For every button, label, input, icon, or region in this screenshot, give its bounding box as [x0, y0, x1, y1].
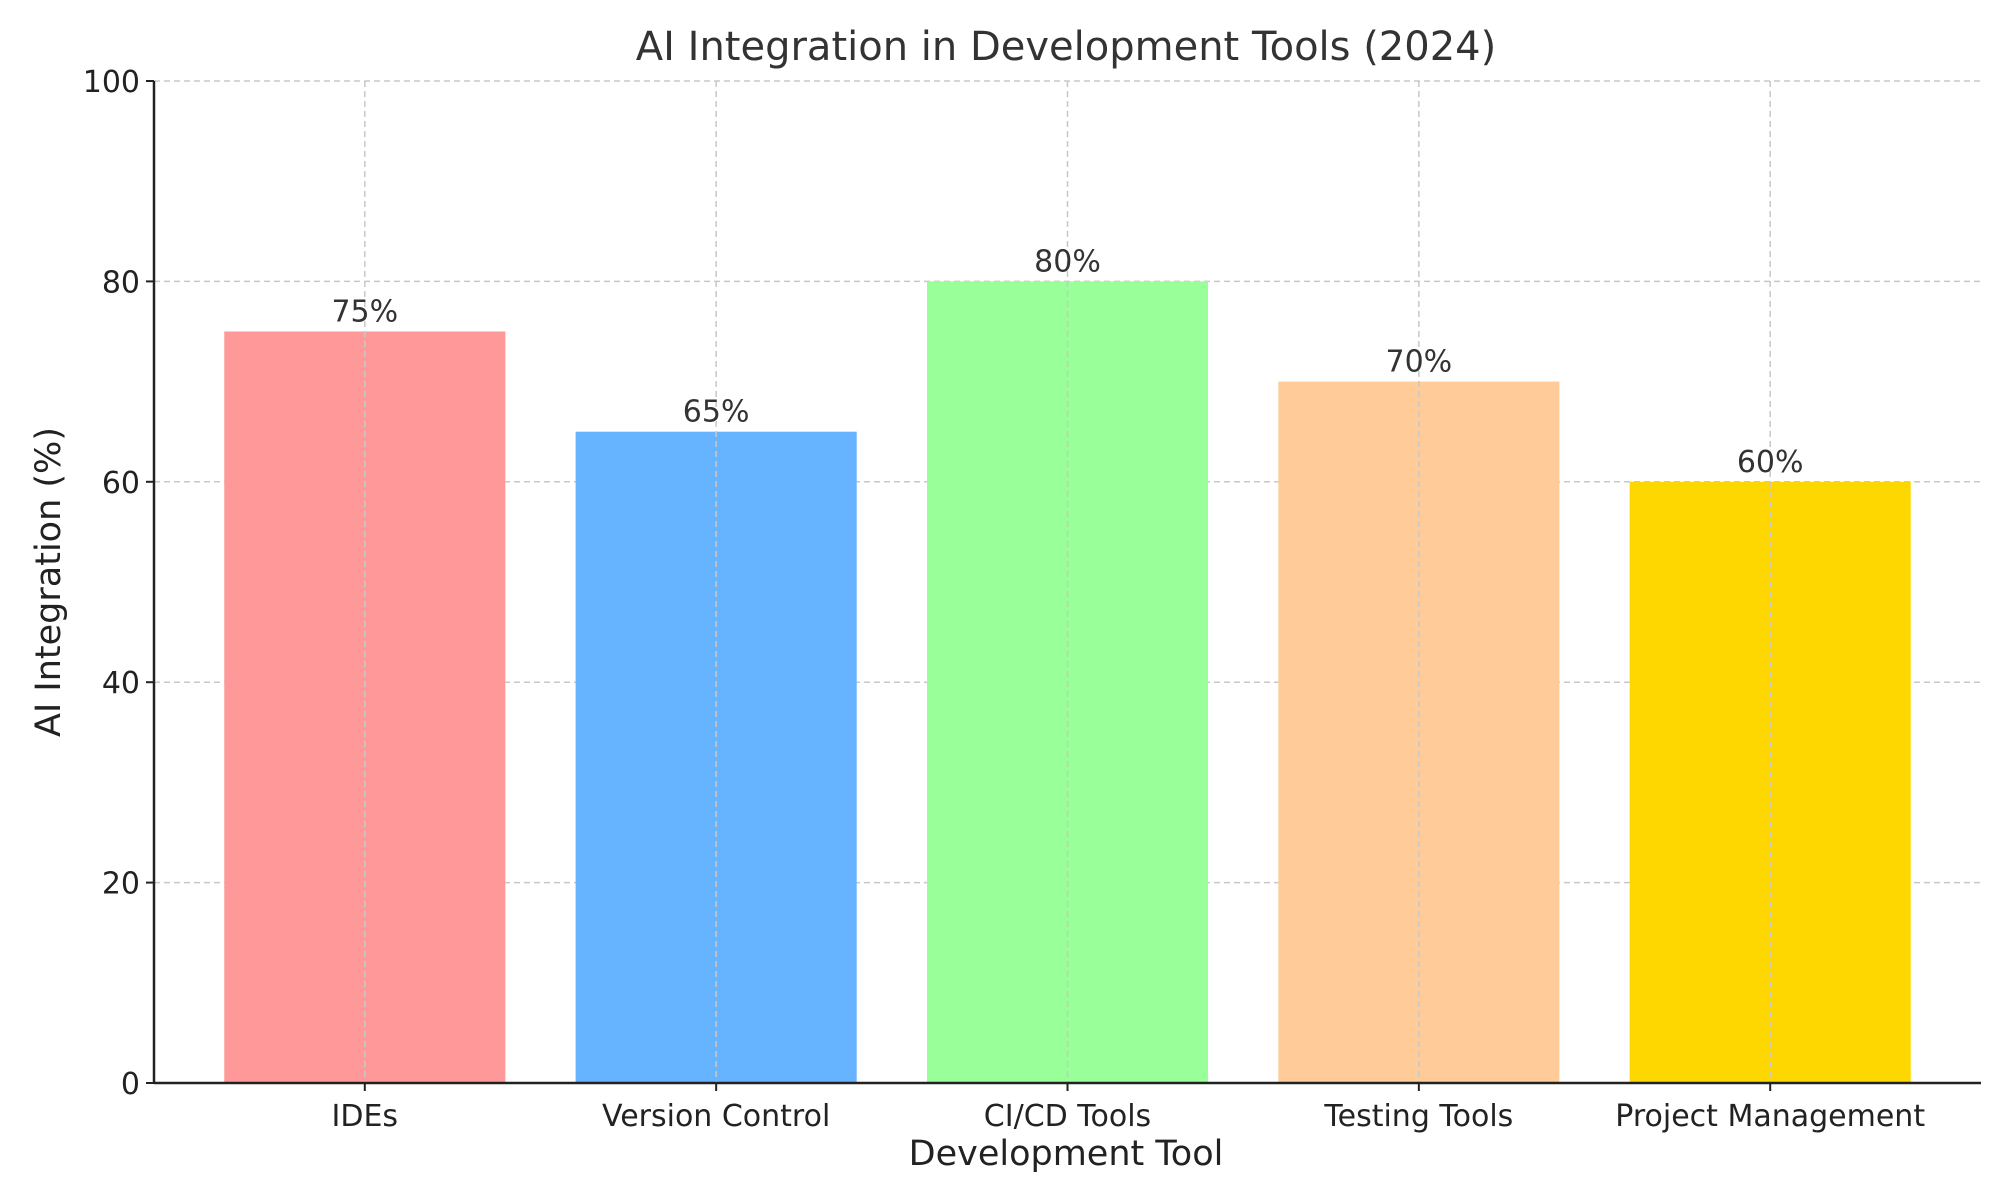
vertical-grid-lines — [364, 81, 1771, 1083]
x-ticks: IDEs Version Control CI/CD Tools Testing To… — [332, 1083, 1925, 1134]
y-tick-label: 100 — [83, 65, 140, 100]
data-label: 70% — [1386, 345, 1453, 380]
x-tick-label: Project Management — [1615, 1099, 1925, 1134]
x-tick-label: CI/CD Tools — [984, 1099, 1151, 1134]
y-tick-label: 60 — [102, 466, 140, 501]
data-labels: 75% 65% 80% 70% 60% — [331, 244, 1803, 479]
chart-title: AI Integration in Development Tools (202… — [636, 24, 1496, 70]
y-tick-label: 0 — [121, 1067, 140, 1102]
y-tick-label: 40 — [102, 666, 140, 701]
x-axis-label: Development Tool — [909, 1134, 1224, 1174]
y-tick-label: 20 — [102, 867, 140, 902]
y-ticks: 0 20 40 60 80 100 — [83, 65, 154, 1102]
y-axis-label: AI Integration (%) — [29, 427, 69, 737]
y-tick-label: 80 — [102, 265, 140, 300]
data-label: 75% — [331, 295, 398, 330]
x-tick-label: Testing Tools — [1323, 1099, 1513, 1134]
data-label: 65% — [683, 395, 750, 430]
data-label: 80% — [1034, 244, 1101, 279]
x-tick-label: Version Control — [602, 1099, 830, 1134]
x-tick-label: IDEs — [332, 1099, 399, 1134]
data-label: 60% — [1737, 445, 1804, 480]
